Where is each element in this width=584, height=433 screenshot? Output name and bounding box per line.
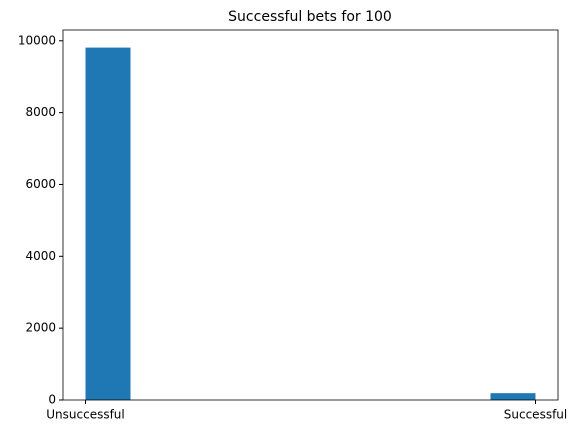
bar [85,47,131,401]
y-tick-label: 10000 [18,33,56,47]
y-tick-label: 6000 [25,177,56,191]
y-tick-label: 2000 [25,321,56,335]
bar [490,393,536,400]
y-tick-label: 4000 [25,249,56,263]
plot-frame [62,29,559,401]
x-tick-label: Successful [504,408,567,422]
chart-title: Successful bets for 100 [228,9,392,25]
x-tick-label: Unsuccessful [46,408,125,422]
y-tick-label: 8000 [25,105,56,119]
y-tick-label: 0 [48,393,56,407]
